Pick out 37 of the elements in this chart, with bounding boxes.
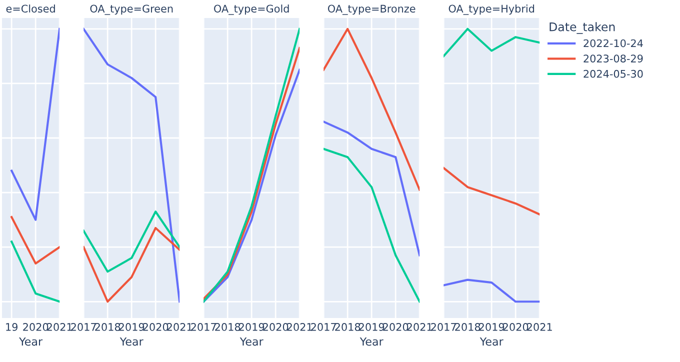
- x-axis-title: Year: [19, 337, 43, 346]
- x-tick-label: 2019: [479, 323, 504, 331]
- x-axis-title: Year: [120, 337, 144, 346]
- x-tick-label: 19: [6, 323, 18, 331]
- x-tick-label: 2018: [95, 323, 120, 331]
- x-tick-label: 2017: [71, 323, 96, 331]
- x-tick-label: 2021: [47, 323, 72, 331]
- x-tick-label: 2018: [335, 323, 360, 331]
- x-tick-label: 2020: [383, 323, 408, 331]
- x-axis-title: Year: [360, 337, 384, 346]
- x-tick-label: 2017: [191, 323, 216, 331]
- legend-title: Date_taken: [550, 22, 615, 34]
- x-tick-label: 2020: [503, 323, 528, 331]
- x-axis-title: Year: [240, 337, 264, 346]
- chart-title: OA_type=Bronze: [328, 4, 416, 15]
- x-tick-label: 2020: [23, 323, 48, 331]
- legend-label: 2024-05-30: [584, 70, 643, 78]
- legend-label: 2022-10-24: [584, 39, 643, 48]
- x-tick-label: 2021: [287, 323, 312, 331]
- x-tick-label: 2021: [527, 323, 552, 331]
- x-tick-label: 2018: [215, 323, 240, 331]
- chart-title: OA_type=Hybrid: [448, 4, 534, 15]
- x-tick-label: 2021: [407, 323, 432, 331]
- x-axis-title: Year: [480, 337, 504, 346]
- x-tick-label: 2017: [431, 323, 456, 331]
- x-tick-label: 2018: [455, 323, 480, 331]
- x-tick-label: 2019: [239, 323, 264, 331]
- chart-title: OA_type=Green: [90, 4, 173, 15]
- x-tick-label: 2020: [143, 323, 168, 331]
- x-tick-label: 2019: [119, 323, 144, 331]
- x-tick-label: 2019: [359, 323, 384, 331]
- x-tick-label: 2020: [263, 323, 288, 331]
- x-tick-label: 2017: [311, 323, 336, 331]
- chart-title: OA_type=Gold: [214, 4, 289, 15]
- x-tick-label: 2021: [167, 323, 192, 331]
- legend-label: 2023-08-29: [584, 54, 643, 62]
- chart-title: e=Closed: [6, 4, 55, 13]
